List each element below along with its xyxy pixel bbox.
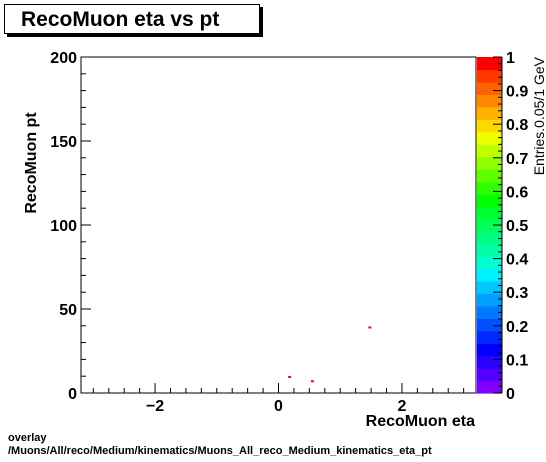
chart-canvas: −2 0 2 0 50 100 150 200 0 0.1 0.2 0.3 0.4 0.5 0.6 0.7…: [23, 50, 546, 430]
color-band: [477, 268, 502, 282]
colorbar-tick-label: 0.8: [506, 117, 528, 134]
chart-title: RecoMuon eta vs pt: [21, 8, 220, 31]
caption: overlay /Muons/All/reco/Medium/kinematic…: [8, 432, 432, 458]
colorbar-tick-label: 0.4: [506, 252, 528, 269]
caption-line-2: /Muons/All/reco/Medium/kinematics/Muons_…: [8, 445, 432, 457]
color-band: [477, 57, 502, 71]
colorbar-tick-label: 0.1: [506, 352, 528, 369]
color-band: [477, 69, 502, 83]
color-band: [477, 318, 502, 332]
y-tick-label: 50: [59, 302, 77, 319]
colorbar-tick-label: 0.5: [506, 218, 528, 235]
color-scale: 0 0.1 0.2 0.3 0.4 0.5 0.6 0.7 0.8 0.9 1: [477, 50, 528, 403]
color-band: [477, 119, 502, 133]
colorbar-tick-label: 0.3: [506, 285, 528, 302]
color-band: [477, 305, 502, 319]
y-tick-label: 0: [68, 386, 77, 403]
colorbar-tick-label: 1: [506, 50, 515, 67]
color-band: [477, 193, 502, 207]
data-points: [288, 326, 372, 383]
x-axis-label: RecoMuon eta: [366, 413, 475, 430]
color-band: [477, 380, 502, 394]
chart-title-box: RecoMuon eta vs pt: [4, 4, 260, 34]
colorbar-tick-label: 0.2: [506, 319, 528, 336]
color-band: [477, 81, 502, 95]
y-axis: 0 50 100 150 200: [50, 50, 91, 403]
data-point: [310, 380, 314, 383]
color-band: [477, 355, 502, 369]
color-band: [477, 169, 502, 183]
y-axis-label: RecoMuon pt: [23, 112, 40, 214]
color-band: [477, 206, 502, 220]
color-band: [477, 106, 502, 120]
data-point: [368, 326, 372, 329]
y-tick-label: 150: [50, 134, 77, 151]
color-band: [477, 243, 502, 257]
color-band: [477, 131, 502, 145]
color-band: [477, 330, 502, 344]
x-tick-label: 0: [274, 398, 283, 415]
color-band: [477, 281, 502, 295]
color-band: [477, 144, 502, 158]
x-tick-label: −2: [146, 398, 164, 415]
y-tick-label: 100: [50, 218, 77, 235]
color-band: [477, 156, 502, 170]
color-band: [477, 231, 502, 245]
color-band: [477, 368, 502, 382]
colorbar-tick-label: 0.9: [506, 84, 528, 101]
color-band: [477, 218, 502, 232]
caption-line-1: overlay: [8, 432, 47, 444]
color-band: [477, 256, 502, 270]
color-band: [477, 94, 502, 108]
color-band: [477, 181, 502, 195]
color-band: [477, 343, 502, 357]
x-tick-label: 2: [397, 398, 406, 415]
colorbar-tick-label: 0: [506, 386, 515, 403]
colorbar-label: Entries.0.05/1 GeV: [531, 56, 546, 175]
colorbar-tick-label: 0.7: [506, 151, 528, 168]
plot-frame: [80, 56, 477, 394]
y-tick-label: 200: [50, 50, 77, 67]
color-band: [477, 293, 502, 307]
colorbar-tick-label: 0.6: [506, 184, 528, 201]
data-point: [288, 376, 292, 379]
x-axis: −2 0 2: [92, 383, 465, 415]
